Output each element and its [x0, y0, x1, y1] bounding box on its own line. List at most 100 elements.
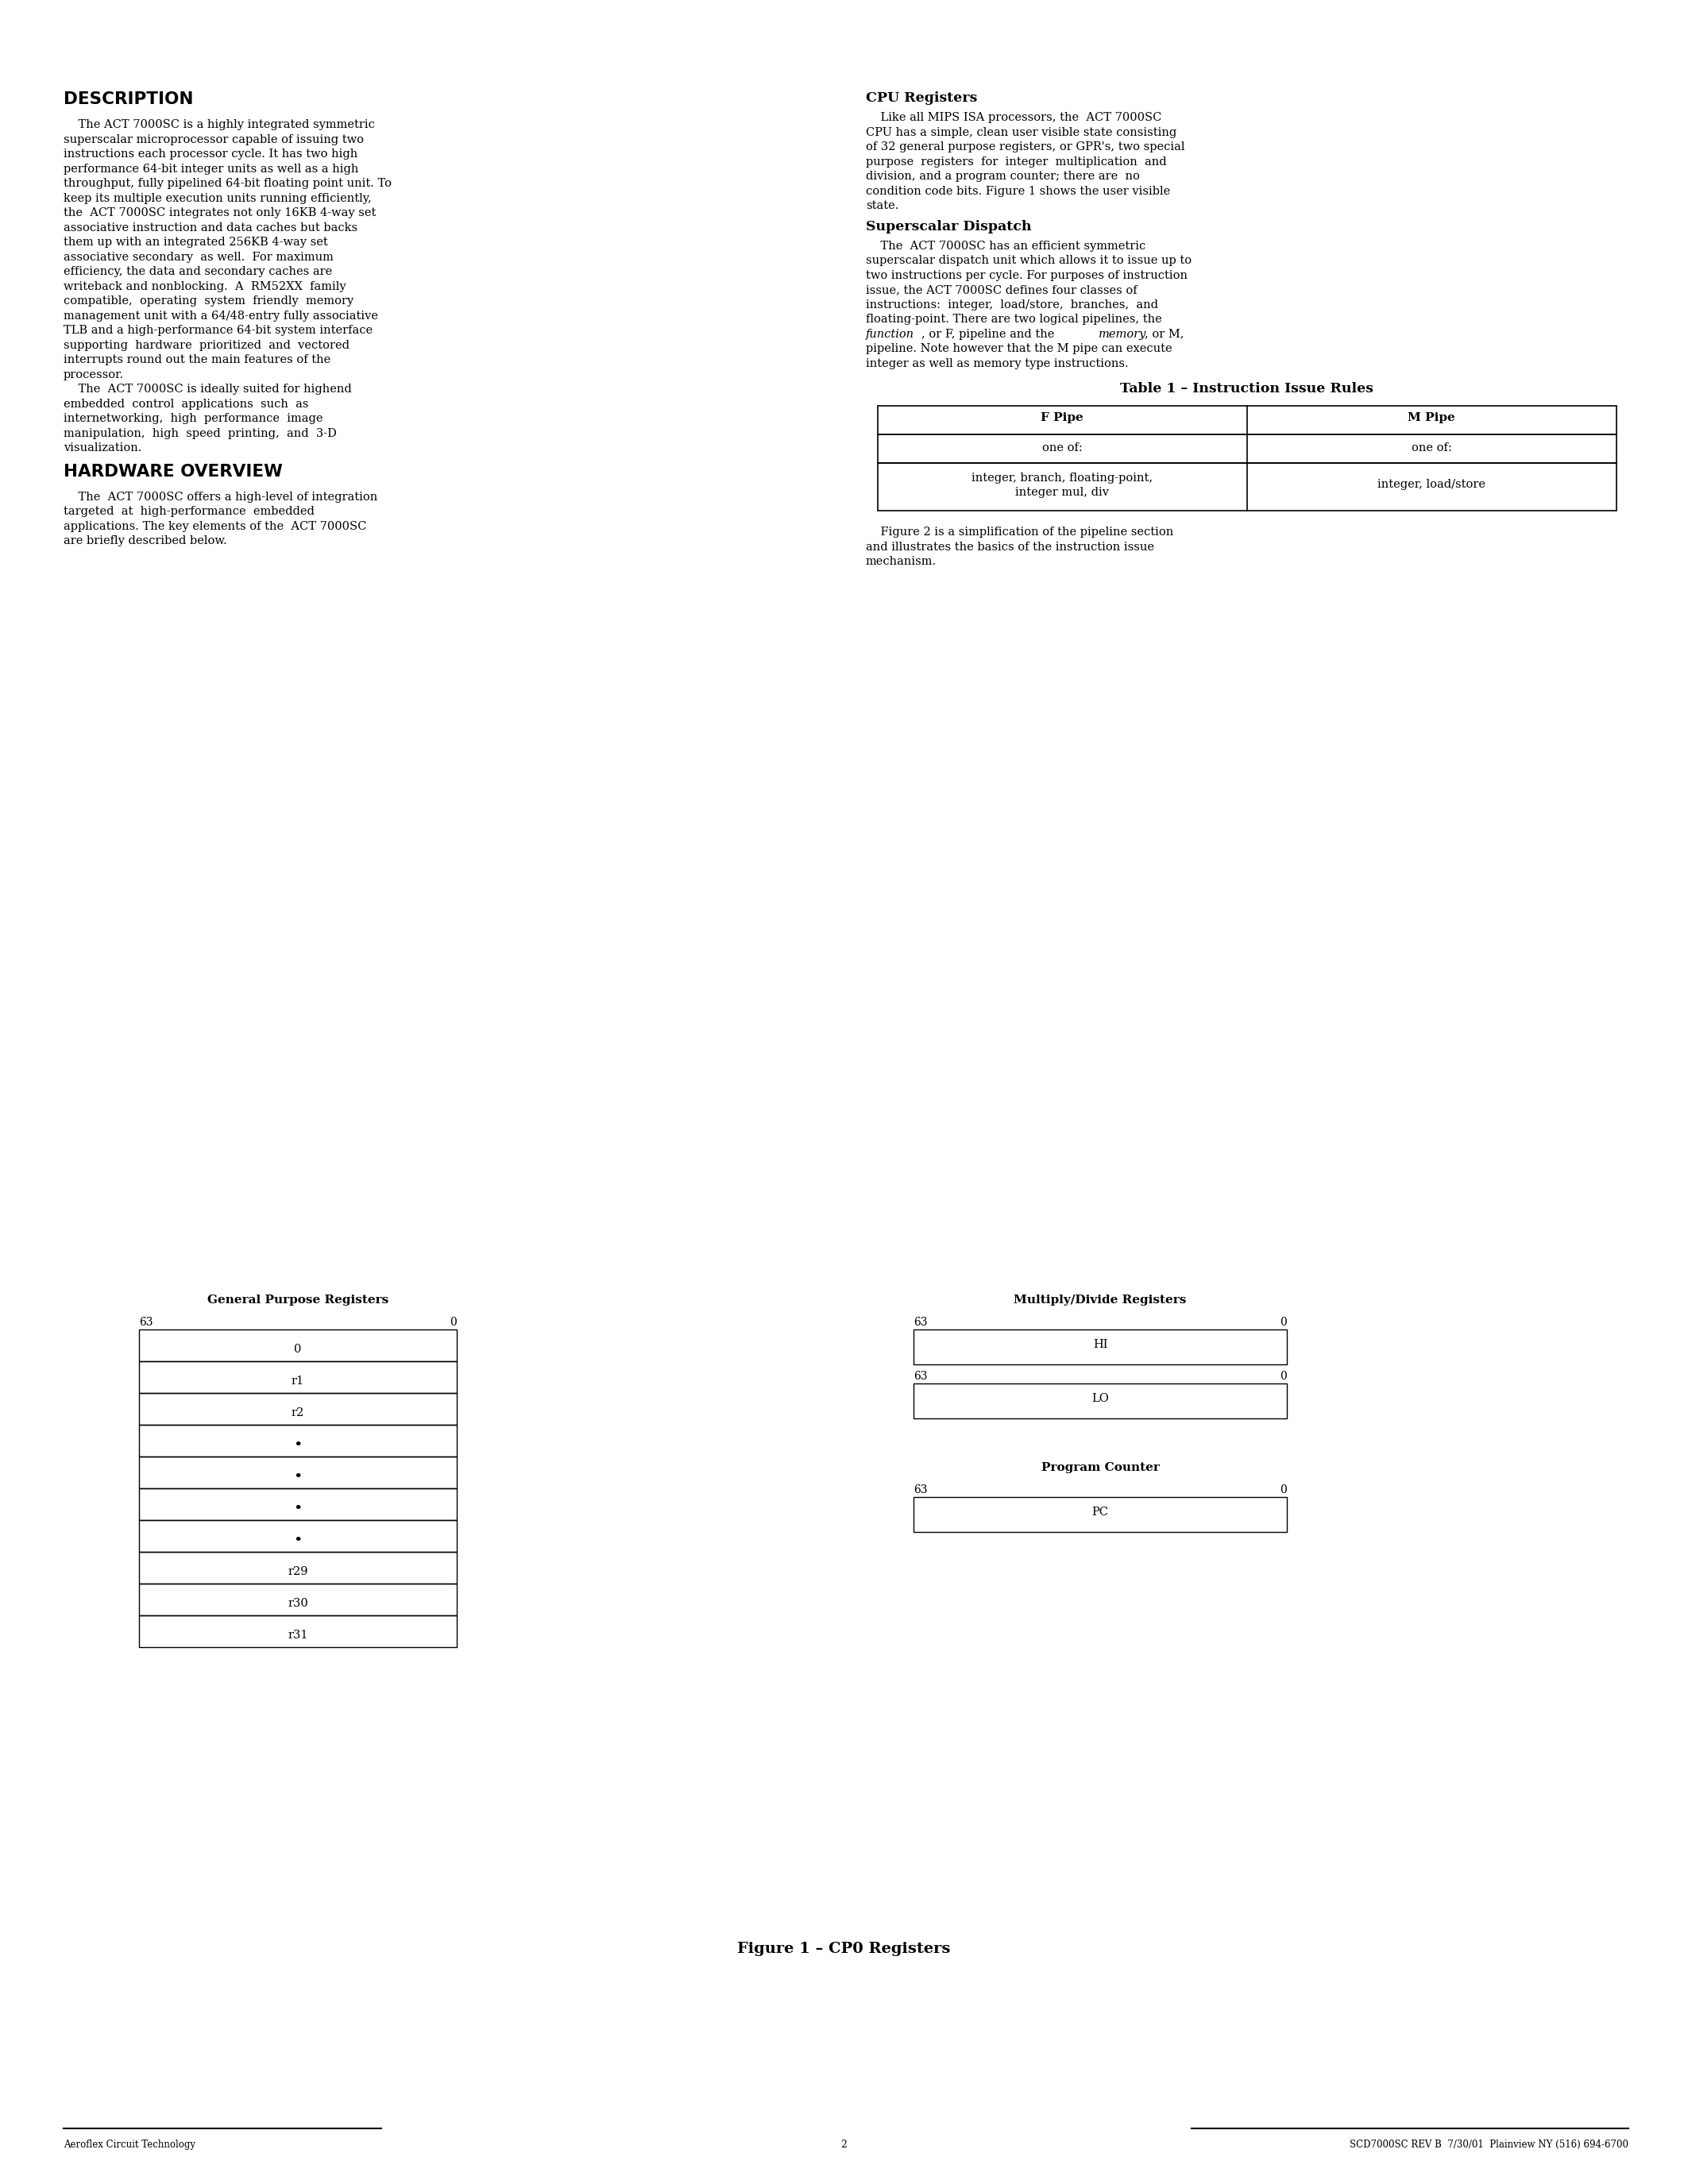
Text: r31: r31 — [287, 1629, 307, 1640]
Text: pipeline. Note however that the M pipe can execute: pipeline. Note however that the M pipe c… — [866, 343, 1171, 354]
Text: performance 64-bit integer units as well as a high: performance 64-bit integer units as well… — [64, 164, 358, 175]
Bar — [913, 1382, 1286, 1417]
Bar — [138, 1424, 457, 1457]
Text: The ACT 7000SC is a highly integrated symmetric: The ACT 7000SC is a highly integrated sy… — [64, 120, 375, 131]
Text: Figure 1 – CP0 Registers: Figure 1 – CP0 Registers — [738, 1942, 950, 1957]
Text: division, and a program counter; there are  no: division, and a program counter; there a… — [866, 170, 1139, 181]
Bar — [138, 1583, 457, 1616]
Text: The  ACT 7000SC is ideally suited for highend: The ACT 7000SC is ideally suited for hig… — [64, 384, 351, 395]
Text: of 32 general purpose registers, or GPR's, two special: of 32 general purpose registers, or GPR'… — [866, 142, 1185, 153]
Text: M Pipe: M Pipe — [1408, 413, 1455, 424]
Text: , or F, pipeline and the: , or F, pipeline and the — [922, 328, 1058, 339]
Bar — [138, 1330, 457, 1361]
Text: Aeroflex Circuit Technology: Aeroflex Circuit Technology — [64, 2140, 196, 2149]
Text: 0: 0 — [449, 1317, 457, 1328]
Text: and illustrates the basics of the instruction issue: and illustrates the basics of the instru… — [866, 542, 1155, 553]
Text: integer mul, div: integer mul, div — [1014, 487, 1109, 498]
Bar — [138, 1457, 457, 1487]
Text: The  ACT 7000SC offers a high-level of integration: The ACT 7000SC offers a high-level of in… — [64, 491, 378, 502]
Text: •: • — [294, 1503, 302, 1516]
Text: instructions each processor cycle. It has two high: instructions each processor cycle. It ha… — [64, 149, 358, 159]
Text: TLB and a high-performance 64-bit system interface: TLB and a high-performance 64-bit system… — [64, 325, 373, 336]
Text: one of:: one of: — [1041, 443, 1082, 454]
Text: 2: 2 — [841, 2140, 847, 2149]
Text: HARDWARE OVERVIEW: HARDWARE OVERVIEW — [64, 463, 282, 478]
Text: integer, branch, floating-point,: integer, branch, floating-point, — [972, 472, 1153, 483]
Text: 63: 63 — [913, 1317, 927, 1328]
Text: PC: PC — [1092, 1507, 1109, 1518]
Text: state.: state. — [866, 201, 898, 212]
Text: HI: HI — [1092, 1339, 1107, 1350]
Text: 63: 63 — [138, 1317, 154, 1328]
Text: integer as well as memory type instructions.: integer as well as memory type instructi… — [866, 358, 1129, 369]
Text: r30: r30 — [287, 1599, 309, 1610]
Text: one of:: one of: — [1411, 443, 1452, 454]
Text: •: • — [294, 1470, 302, 1485]
Bar — [138, 1520, 457, 1553]
Bar — [878, 406, 1617, 435]
Text: purpose  registers  for  integer  multiplication  and: purpose registers for integer multiplica… — [866, 155, 1166, 168]
Bar — [138, 1616, 457, 1647]
Text: mechanism.: mechanism. — [866, 557, 937, 568]
Text: 0: 0 — [1280, 1372, 1286, 1382]
Text: Program Counter: Program Counter — [1041, 1461, 1160, 1474]
Text: CPU has a simple, clean user visible state consisting: CPU has a simple, clean user visible sta… — [866, 127, 1177, 138]
Text: superscalar microprocessor capable of issuing two: superscalar microprocessor capable of is… — [64, 133, 365, 144]
Text: 0: 0 — [1280, 1317, 1286, 1328]
Bar — [878, 435, 1617, 463]
Text: supporting  hardware  prioritized  and  vectored: supporting hardware prioritized and vect… — [64, 339, 349, 352]
Bar — [878, 463, 1617, 511]
Text: Like all MIPS ISA processors, the  ACT 7000SC: Like all MIPS ISA processors, the ACT 70… — [866, 111, 1161, 122]
Text: applications. The key elements of the  ACT 7000SC: applications. The key elements of the AC… — [64, 520, 366, 531]
Text: floating-point. There are two logical pipelines, the: floating-point. There are two logical pi… — [866, 314, 1161, 325]
Text: r29: r29 — [287, 1566, 307, 1577]
Text: function: function — [866, 328, 915, 339]
Bar — [138, 1487, 457, 1520]
Text: manipulation,  high  speed  printing,  and  3-D: manipulation, high speed printing, and 3… — [64, 428, 336, 439]
Text: the  ACT 7000SC integrates not only 16KB 4-way set: the ACT 7000SC integrates not only 16KB … — [64, 207, 376, 218]
Text: 0: 0 — [1280, 1485, 1286, 1496]
Text: memory: memory — [1099, 328, 1146, 339]
Text: Superscalar Dispatch: Superscalar Dispatch — [866, 221, 1031, 234]
Text: Figure 2 is a simplification of the pipeline section: Figure 2 is a simplification of the pipe… — [866, 526, 1173, 537]
Text: r1: r1 — [292, 1376, 304, 1387]
Text: interrupts round out the main features of the: interrupts round out the main features o… — [64, 354, 331, 365]
Text: integer, load/store: integer, load/store — [1377, 478, 1485, 489]
Text: LO: LO — [1092, 1393, 1109, 1404]
Text: associative secondary  as well.  For maximum: associative secondary as well. For maxim… — [64, 251, 334, 262]
Text: SCD7000SC REV B  7/30/01  Plainview NY (516) 694-6700: SCD7000SC REV B 7/30/01 Plainview NY (51… — [1350, 2140, 1629, 2149]
Text: visualization.: visualization. — [64, 443, 142, 454]
Text: Table 1 – Instruction Issue Rules: Table 1 – Instruction Issue Rules — [1121, 382, 1374, 395]
Text: embedded  control  applications  such  as: embedded control applications such as — [64, 397, 309, 408]
Text: F Pipe: F Pipe — [1041, 413, 1084, 424]
Text: , or M,: , or M, — [1144, 328, 1183, 339]
Text: processor.: processor. — [64, 369, 123, 380]
Text: associative instruction and data caches but backs: associative instruction and data caches … — [64, 223, 358, 234]
Bar — [913, 1496, 1286, 1531]
Text: General Purpose Registers: General Purpose Registers — [208, 1295, 388, 1306]
Text: management unit with a 64/48-entry fully associative: management unit with a 64/48-entry fully… — [64, 310, 378, 321]
Text: targeted  at  high-performance  embedded: targeted at high-performance embedded — [64, 507, 314, 518]
Text: throughput, fully pipelined 64-bit floating point unit. To: throughput, fully pipelined 64-bit float… — [64, 177, 392, 190]
Text: issue, the ACT 7000SC defines four classes of: issue, the ACT 7000SC defines four class… — [866, 284, 1138, 295]
Text: r2: r2 — [292, 1406, 304, 1417]
Text: keep its multiple execution units running efficiently,: keep its multiple execution units runnin… — [64, 192, 371, 203]
Text: two instructions per cycle. For purposes of instruction: two instructions per cycle. For purposes… — [866, 269, 1188, 282]
Bar — [138, 1393, 457, 1424]
Text: •: • — [294, 1439, 302, 1452]
Text: 63: 63 — [913, 1372, 927, 1382]
Bar — [138, 1553, 457, 1583]
Text: Multiply/Divide Registers: Multiply/Divide Registers — [1014, 1295, 1187, 1306]
Bar — [138, 1361, 457, 1393]
Text: The  ACT 7000SC has an efficient symmetric: The ACT 7000SC has an efficient symmetri… — [866, 240, 1146, 251]
Text: them up with an integrated 256KB 4-way set: them up with an integrated 256KB 4-way s… — [64, 236, 327, 247]
Text: internetworking,  high  performance  image: internetworking, high performance image — [64, 413, 322, 424]
Text: •: • — [294, 1533, 302, 1548]
Text: are briefly described below.: are briefly described below. — [64, 535, 226, 546]
Text: 63: 63 — [913, 1485, 927, 1496]
Text: DESCRIPTION: DESCRIPTION — [64, 92, 194, 107]
Text: 0: 0 — [294, 1343, 302, 1354]
Text: superscalar dispatch unit which allows it to issue up to: superscalar dispatch unit which allows i… — [866, 256, 1192, 266]
Text: efficiency, the data and secondary caches are: efficiency, the data and secondary cache… — [64, 266, 333, 277]
Text: instructions:  integer,  load/store,  branches,  and: instructions: integer, load/store, branc… — [866, 299, 1158, 310]
